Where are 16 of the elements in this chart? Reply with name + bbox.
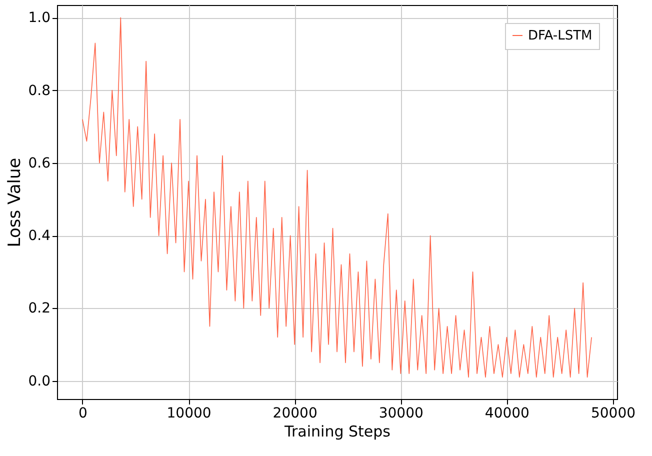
y-tick-label: 0.0	[28, 373, 50, 390]
y-tick-label: 1.0	[28, 10, 50, 26]
line-series	[82, 17, 592, 378]
x-tick-label: 10000	[166, 406, 212, 422]
x-tick-label: 40000	[484, 406, 530, 422]
y-tick-label: 0.2	[28, 300, 50, 317]
x-tick-label: 50000	[590, 406, 636, 422]
y-tick-label: 0.6	[28, 155, 51, 172]
legend-label: DFA-LSTM	[528, 28, 592, 44]
x-tick-label: 0	[78, 406, 88, 422]
x-axis-title: Training Steps	[284, 422, 391, 440]
y-tick-label: 0.8	[28, 82, 50, 99]
y-axis-title: Loss Value	[5, 158, 26, 248]
y-tick-label: 0.4	[28, 228, 51, 244]
x-tick-label: 30000	[378, 406, 424, 422]
x-tick-label: 20000	[272, 406, 318, 422]
